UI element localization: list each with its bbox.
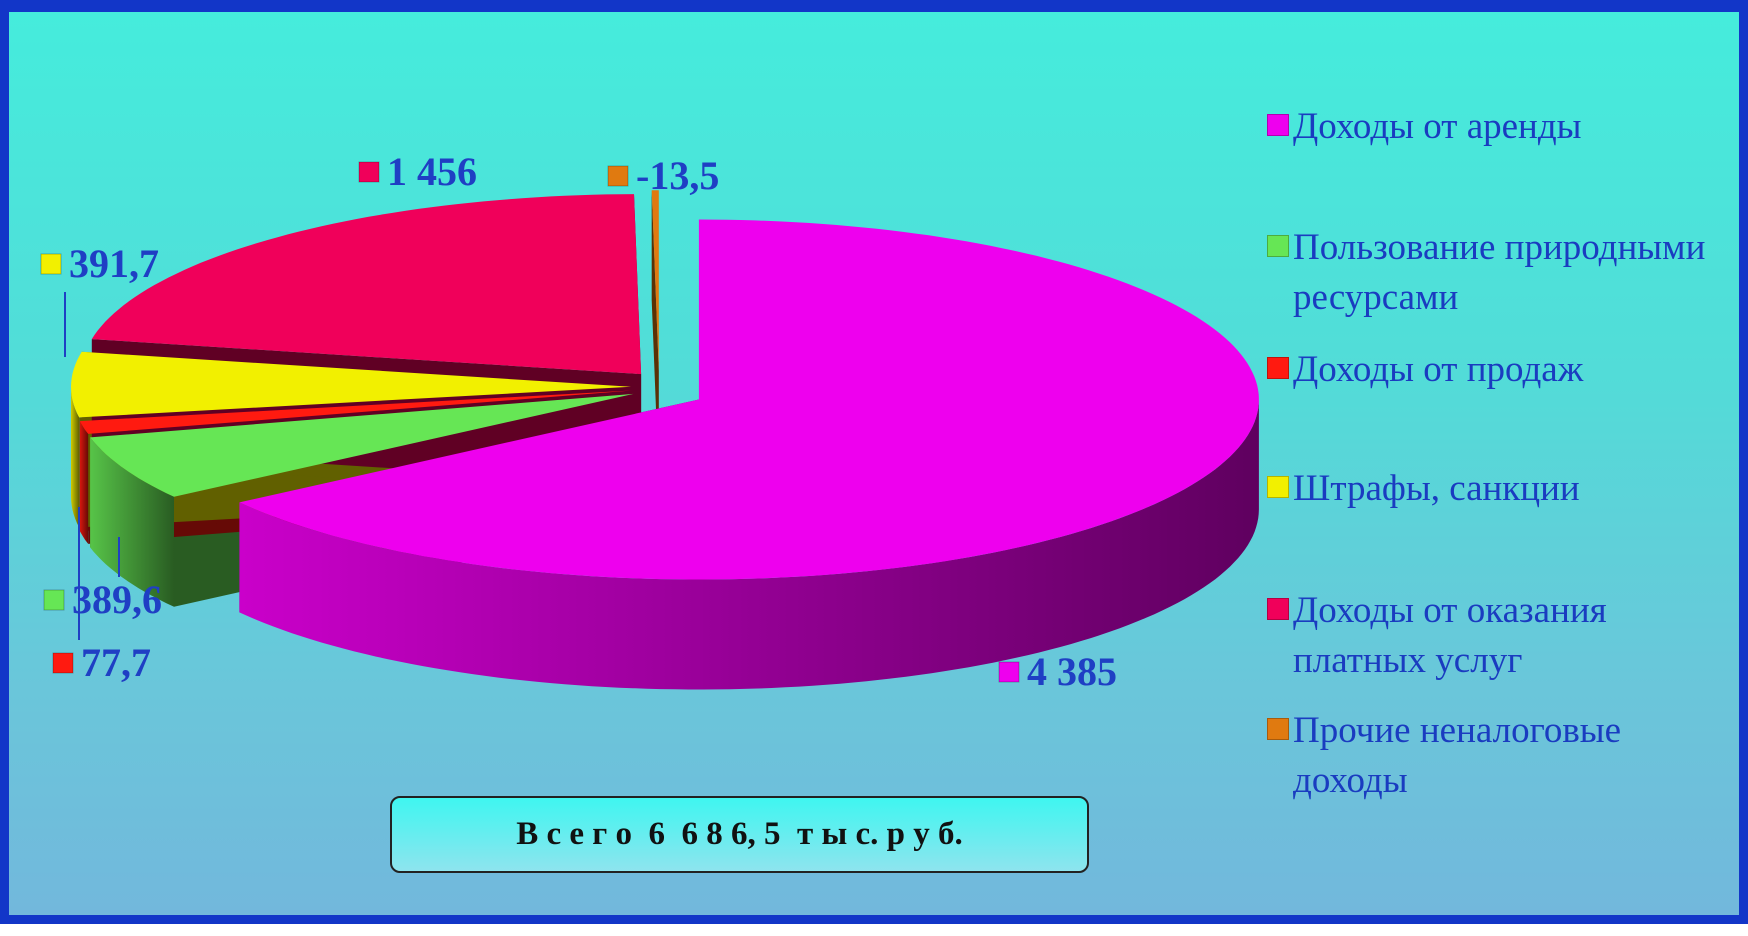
legend-item: Доходы от продаж bbox=[1267, 345, 1738, 395]
legend-item: Пользование природными ресурсами bbox=[1267, 223, 1738, 323]
slice bbox=[71, 351, 631, 418]
value-label: 4 385 bbox=[1027, 649, 1117, 694]
legend-item: Прочие неналоговые доходы bbox=[1267, 706, 1738, 806]
slice-side bbox=[79, 421, 89, 544]
label-marker bbox=[43, 589, 65, 611]
legend-item: Штрафы, санкции bbox=[1267, 464, 1738, 514]
slice-side bbox=[651, 190, 659, 481]
legend-swatch bbox=[1267, 718, 1289, 740]
legend-swatch bbox=[1267, 114, 1289, 136]
legend-label: Доходы от оказания платных услуг bbox=[1293, 590, 1607, 681]
chart: 4 385 389,6 77,7 391,7 1 456 -13,5 bbox=[40, 149, 1259, 694]
slice-side bbox=[90, 437, 174, 607]
label-marker bbox=[607, 165, 629, 187]
legend-swatch bbox=[1267, 235, 1289, 257]
label-marker bbox=[358, 161, 380, 183]
value-label: 1 456 bbox=[387, 149, 477, 194]
slice bbox=[79, 390, 632, 434]
legend-label: Пользование природными ресурсами bbox=[1293, 227, 1706, 318]
slice-side bbox=[239, 399, 1259, 690]
slice bbox=[90, 393, 634, 497]
value-label: 77,7 bbox=[81, 640, 151, 685]
pie bbox=[71, 190, 1259, 690]
value-label: 389,6 bbox=[72, 577, 162, 622]
value-label: 391,7 bbox=[69, 241, 159, 286]
legend-label: Прочие неналоговые доходы bbox=[1293, 710, 1622, 801]
legend-item: Доходы от оказания платных услуг bbox=[1267, 586, 1738, 686]
legend-label: Доходы от продаж bbox=[1293, 349, 1584, 390]
legend-swatch bbox=[1267, 476, 1289, 498]
slice bbox=[239, 219, 1259, 580]
legend-label: Доходы от аренды bbox=[1293, 106, 1582, 147]
legend-swatch bbox=[1267, 357, 1289, 379]
value-label: -13,5 bbox=[636, 153, 719, 198]
slice bbox=[651, 190, 659, 371]
label-marker bbox=[40, 253, 62, 275]
total-box: В с е г о 6 6 8 6, 5 т ы с. р у б. bbox=[390, 796, 1089, 873]
slice bbox=[91, 194, 642, 375]
slice-side bbox=[71, 386, 80, 528]
value-labels: 4 385 389,6 77,7 391,7 1 456 -13,5 bbox=[40, 149, 1117, 694]
legend-item: Доходы от аренды bbox=[1267, 102, 1738, 152]
label-marker bbox=[998, 661, 1020, 683]
label-marker bbox=[52, 652, 74, 674]
legend-swatch bbox=[1267, 598, 1289, 620]
legend-label: Штрафы, санкции bbox=[1293, 468, 1580, 509]
